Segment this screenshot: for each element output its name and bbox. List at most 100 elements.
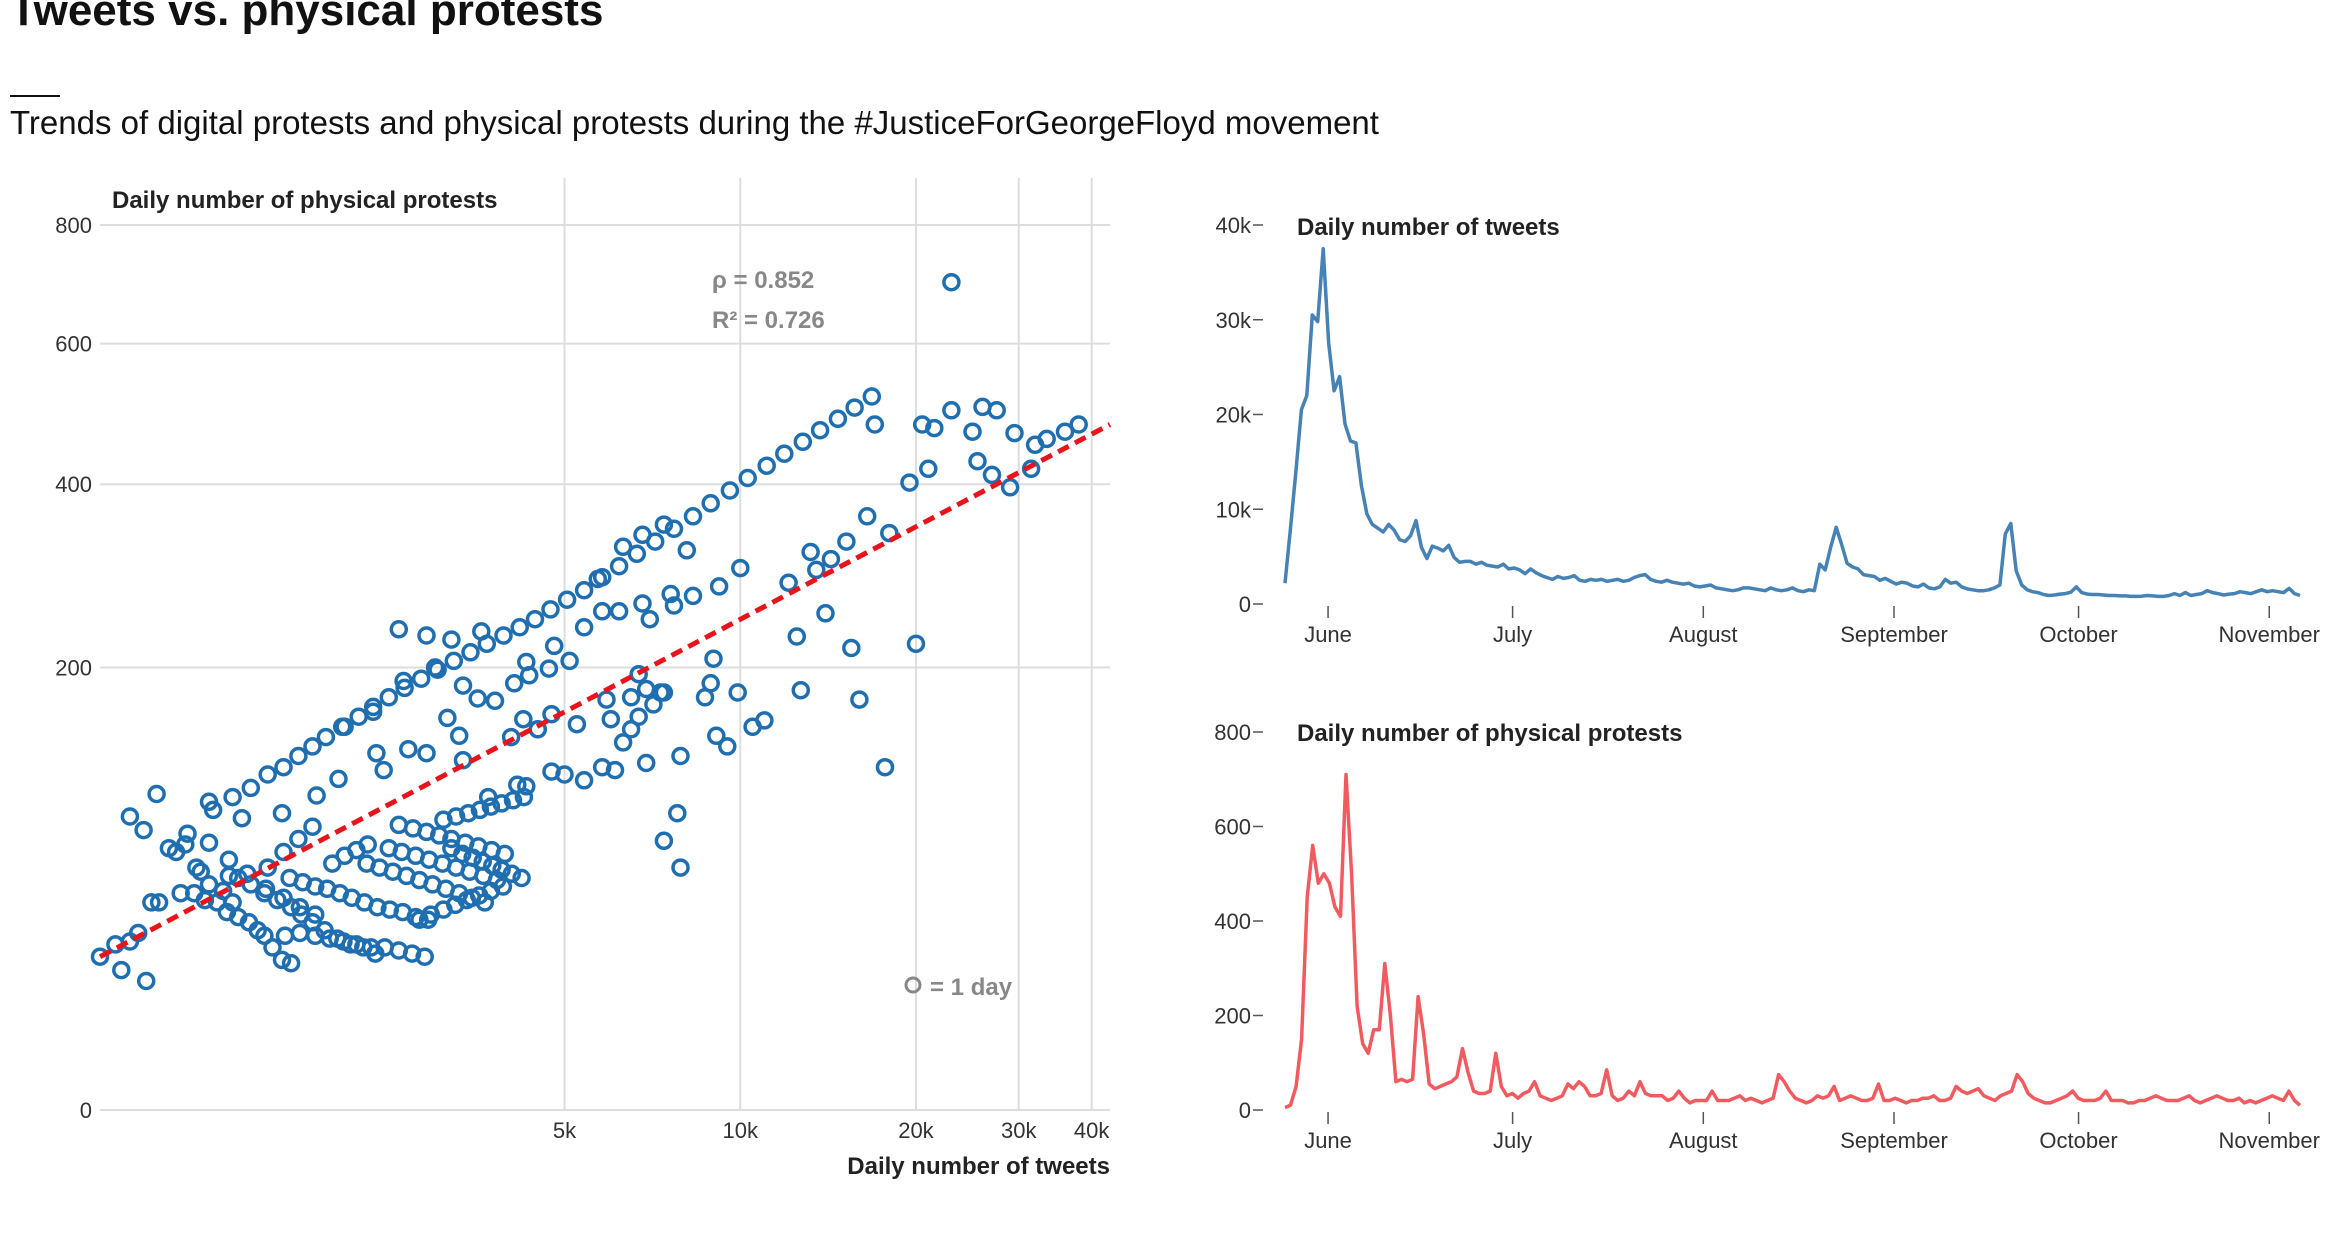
scatter-point — [574, 580, 594, 600]
x-tick-label: July — [1493, 1128, 1532, 1153]
legend-marker — [904, 976, 922, 994]
scatter-point — [968, 451, 987, 471]
scatter-point — [738, 468, 757, 488]
scatter-point — [842, 638, 861, 658]
scatter-point — [880, 523, 899, 543]
scatter-point — [837, 532, 856, 551]
scatter-point — [494, 626, 513, 645]
scatter-point — [862, 387, 882, 406]
scatter-point — [368, 897, 387, 917]
scatter-point — [919, 459, 938, 479]
scatter-point — [787, 627, 807, 646]
scatter-point — [1037, 429, 1056, 449]
scatter-point — [449, 726, 469, 746]
scatter-point — [199, 833, 219, 852]
scatter-point — [203, 800, 223, 820]
scatter-point — [147, 784, 166, 804]
scatter-point — [816, 604, 835, 623]
protests-series-line — [1284, 772, 2302, 1110]
scatter-point — [510, 618, 529, 637]
scatter-point — [525, 609, 545, 629]
scatter-point — [683, 507, 703, 526]
scatter-point — [828, 409, 848, 429]
scatter-point — [329, 769, 348, 789]
y-tick-label: 20k — [1216, 403, 1252, 428]
scatter-point — [671, 746, 690, 766]
scatter-y-tick-label: 800 — [55, 213, 92, 238]
scatter-point — [592, 602, 612, 621]
scatter-point — [793, 432, 813, 452]
scatter-point — [942, 401, 961, 420]
scatter-y-tick-label: 400 — [55, 472, 92, 497]
scatter-point — [627, 544, 647, 564]
page-subtitle: Trends of digital protests and physical … — [10, 104, 1379, 141]
y-tick-label: 200 — [1214, 1004, 1251, 1029]
scatter-point — [755, 711, 774, 730]
scatter-point — [1000, 478, 1020, 497]
scatter-point — [256, 879, 276, 899]
scatter-point — [567, 714, 587, 734]
scatter-point — [613, 733, 633, 752]
scatter-point — [223, 787, 242, 807]
scatter-point — [1055, 422, 1075, 441]
scatter-point — [274, 888, 293, 908]
scatter-point — [707, 726, 726, 746]
scatter-point — [442, 630, 461, 649]
scatter-y-tick-label: 0 — [80, 1098, 92, 1123]
x-tick-label: July — [1493, 622, 1532, 647]
scatter-point — [544, 636, 564, 656]
scatter-point — [1069, 415, 1088, 434]
y-tick-label: 0 — [1239, 1098, 1251, 1123]
scatter-point — [963, 422, 982, 441]
scatter-point — [801, 542, 820, 562]
scatter-point — [461, 643, 480, 662]
scatter-point — [597, 690, 616, 709]
scatter-point — [453, 844, 472, 864]
scatter-point — [613, 537, 633, 557]
tweets-chart-title: Daily number of tweets — [1297, 214, 1560, 241]
scatter-point — [512, 868, 531, 888]
scatter-point — [399, 739, 418, 759]
scatter-point — [757, 456, 776, 475]
scatter-point — [473, 852, 492, 871]
protests-line-chart: 0 200 400 600 800 June July August September Octo… — [1214, 720, 2320, 1153]
scatter-point — [654, 831, 674, 851]
scatter-point — [636, 753, 656, 773]
r2-annotation: R² = 0.726 — [712, 307, 825, 334]
scatter-point — [272, 950, 292, 970]
scatter-point — [654, 515, 674, 534]
scatter-point — [493, 877, 513, 896]
scatter-point — [446, 807, 466, 826]
scatter-point — [718, 737, 737, 756]
scatter-point — [539, 659, 559, 678]
scatter-point — [281, 953, 301, 973]
scatter-point — [128, 923, 148, 943]
scatter-point — [633, 594, 652, 613]
scatter-point — [303, 737, 322, 756]
scatter-point — [142, 893, 161, 912]
y-tick-label: 10k — [1216, 497, 1252, 522]
scatter-point — [651, 683, 670, 702]
scatter-point — [857, 507, 877, 526]
scatter-point — [394, 671, 413, 691]
scatter-point — [942, 272, 961, 292]
scatter-point — [865, 415, 885, 434]
scatter-x-tick-label: 20k — [898, 1118, 934, 1143]
scatter-point — [379, 688, 399, 707]
scatter-point — [1021, 459, 1041, 479]
scatter-point — [223, 893, 242, 912]
y-tick-label: 40k — [1216, 213, 1252, 238]
scatter-point — [609, 602, 629, 621]
x-tick-label: September — [1840, 622, 1948, 647]
scatter-point — [810, 420, 830, 440]
scatter-point — [574, 618, 594, 637]
scatter-y-tick-label: 600 — [55, 332, 92, 357]
scatter-point — [303, 817, 322, 836]
scatter-point — [335, 717, 354, 737]
scatter-point — [720, 481, 740, 500]
scatter-point — [502, 864, 522, 884]
scatter-point — [417, 743, 436, 763]
scatter-point — [601, 709, 621, 729]
scatter-point — [470, 800, 490, 820]
